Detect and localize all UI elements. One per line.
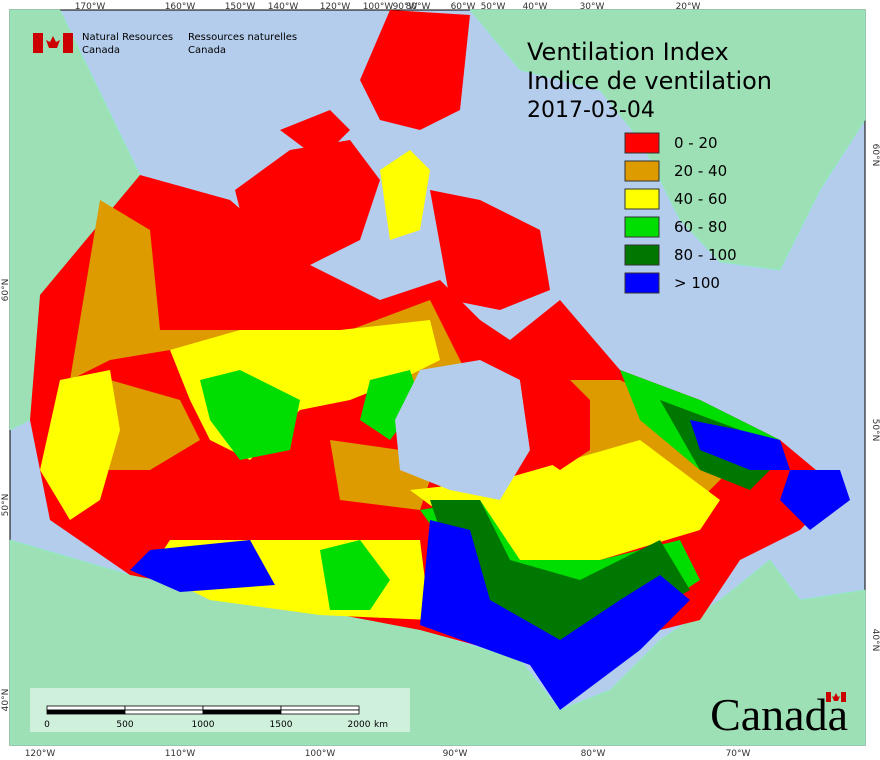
region (690, 420, 790, 470)
title: Ventilation Index (527, 38, 729, 66)
hudson-bay-island (520, 370, 590, 470)
legend-label: 20 - 40 (674, 162, 727, 180)
top-label: 60°W (451, 2, 476, 12)
scale-segment (280, 709, 360, 715)
legend-swatch (624, 216, 660, 238)
right-label: 60°N (870, 144, 880, 167)
region (360, 370, 420, 440)
agency-en: Natural Resources (82, 32, 173, 43)
scale-label: 1000 (192, 720, 215, 730)
region (430, 190, 550, 310)
scale-segment (280, 705, 360, 711)
right-label: 40°N (870, 629, 880, 652)
right-label: 50°N (870, 419, 880, 442)
legend-label: 80 - 100 (674, 246, 737, 264)
legend-swatch (624, 244, 660, 266)
region (280, 110, 350, 160)
agency-fr: Canada (188, 45, 226, 56)
top-label: 170°W (75, 2, 106, 12)
top-label: 50°W (481, 2, 506, 12)
legend-swatch (624, 272, 660, 294)
region (320, 540, 390, 610)
scale-segment (46, 705, 126, 711)
region (420, 520, 690, 710)
scale-segment (202, 705, 282, 711)
legend-swatch (624, 188, 660, 210)
scale-label: 2000 (348, 720, 371, 730)
region (380, 150, 430, 240)
top-label: 120°W (320, 2, 351, 12)
region (200, 370, 300, 460)
legend-label: 60 - 80 (674, 218, 727, 236)
top-label: 100°W (363, 2, 394, 12)
scale-label: 0 (44, 720, 50, 730)
top-label: 140°W (268, 2, 299, 12)
region (780, 470, 850, 530)
bottom-label: 110°W (165, 749, 196, 759)
scale-bar: 0 500 1000 1500 2000 km (30, 688, 410, 732)
scale-segment (46, 709, 126, 715)
bottom-label: 80°W (581, 749, 606, 759)
bottom-label: 90°W (443, 749, 468, 759)
wordmark: Canada (710, 689, 848, 740)
top-label: 30°W (580, 2, 605, 12)
region (130, 540, 275, 592)
wordmark-flag (826, 692, 846, 702)
region (40, 370, 120, 520)
bottom-label: 120°W (25, 749, 56, 759)
legend-label: 0 - 20 (674, 134, 718, 152)
hudson-bay (395, 360, 530, 500)
legend-swatch (624, 132, 660, 154)
region (235, 140, 380, 270)
agency-fr: Ressources naturelles (188, 32, 297, 43)
date: 2017-03-04 (527, 98, 655, 123)
left-label: 50°N (1, 494, 11, 517)
legend-label: 40 - 60 (674, 190, 727, 208)
top-label: 80°W (406, 2, 431, 12)
left-label: 60°N (1, 279, 11, 302)
nrcan-flag (33, 33, 73, 53)
legend: 0 - 20 20 - 40 40 - 60 60 - 80 80 - 100 > 100 (624, 132, 737, 294)
bottom-label: 100°W (305, 749, 336, 759)
title: Indice de ventilation (527, 67, 772, 95)
agency-en: Canada (82, 45, 120, 56)
top-label: 90°W (393, 2, 418, 12)
legend-label: > 100 (674, 274, 720, 292)
scale-segment (202, 709, 282, 715)
bottom-label: 70°W (726, 749, 751, 759)
scale-segment (124, 709, 204, 715)
scale-label: 500 (116, 720, 133, 730)
scale-unit: km (374, 720, 388, 730)
top-label: 20°W (676, 2, 701, 12)
scale-label: 1500 (270, 720, 293, 730)
scale-segment (124, 705, 204, 711)
top-label: 40°W (523, 2, 548, 12)
top-label: 160°W (165, 2, 196, 12)
top-label: 150°W (225, 2, 256, 12)
greenland (469, 9, 866, 271)
region (360, 10, 470, 130)
left-label: 40°N (1, 689, 11, 712)
legend-swatch (624, 160, 660, 182)
